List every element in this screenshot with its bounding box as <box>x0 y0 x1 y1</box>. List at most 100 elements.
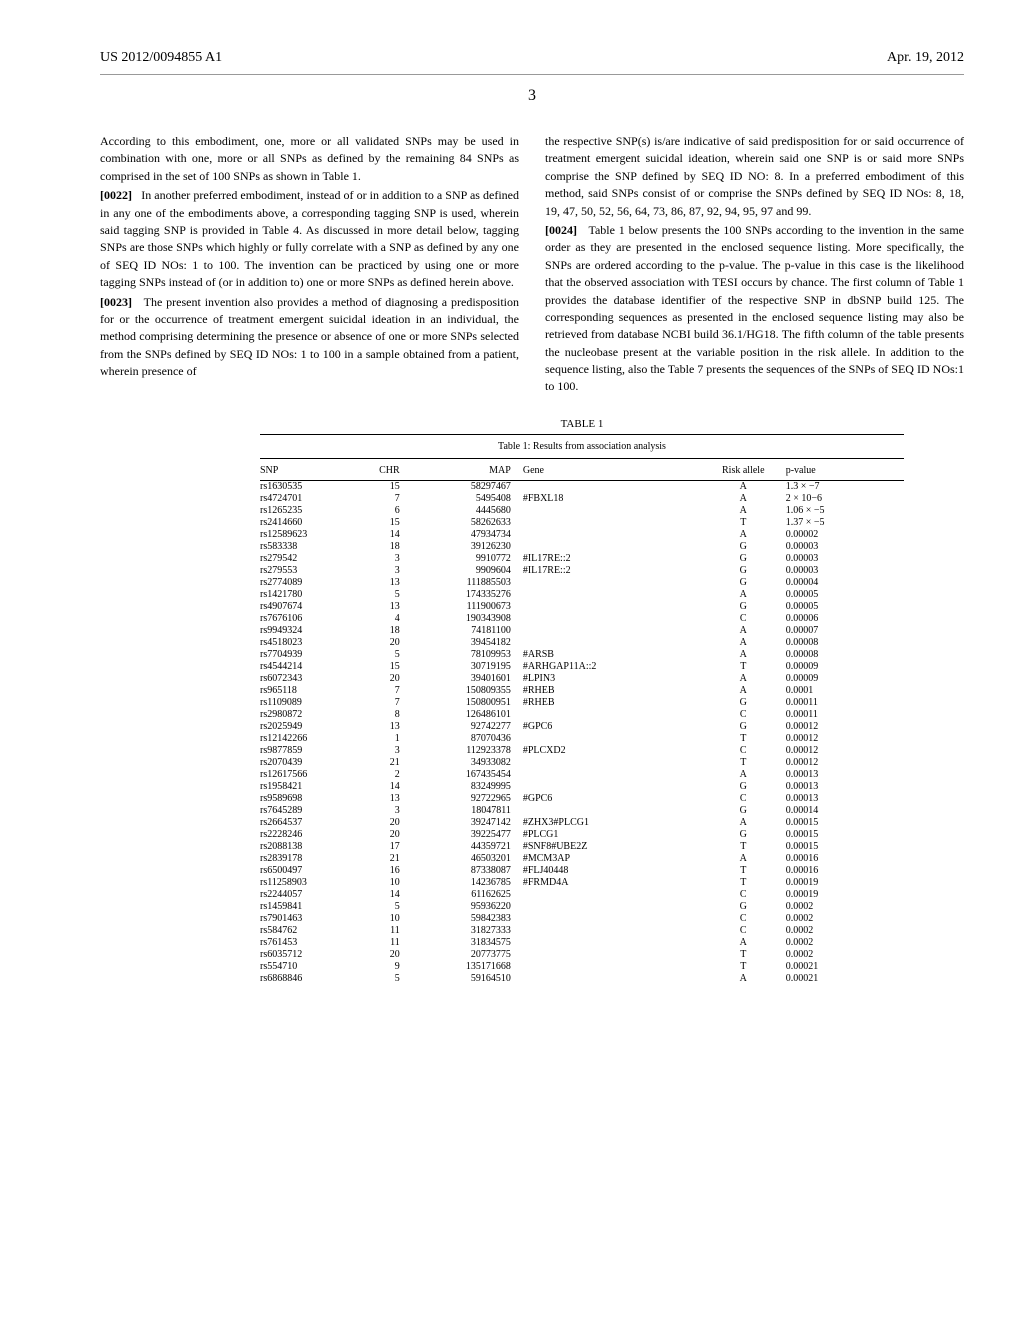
table-row: rs20259491392742277#GPC6G0.00012 <box>260 721 904 733</box>
table-cell: G <box>707 541 786 553</box>
table-cell: 111885503 <box>418 577 523 589</box>
table-cell: 59842383 <box>418 913 523 925</box>
table-cell: 0.00015 <box>786 829 904 841</box>
table-cell: 0.00008 <box>786 649 904 661</box>
table-cell: 0.00009 <box>786 661 904 673</box>
table-cell: 0.00003 <box>786 541 904 553</box>
table-cell: 31827333 <box>418 925 523 937</box>
table-cell: rs4518023 <box>260 637 365 649</box>
table-cell: 0.00012 <box>786 745 904 757</box>
table-cell: 74181100 <box>418 625 523 637</box>
table-cell: 0.00021 <box>786 973 904 985</box>
table-row: rs45180232039454182A0.00008 <box>260 637 904 649</box>
table-cell: 10 <box>365 877 418 889</box>
table-cell: 0.00014 <box>786 805 904 817</box>
table-cell: 0.00012 <box>786 757 904 769</box>
table-cell: 1 <box>365 733 418 745</box>
table-cell: 15 <box>365 517 418 529</box>
table-cell: rs2980872 <box>260 709 365 721</box>
table-row: rs27954239910772#IL17RE::2G0.00003 <box>260 553 904 565</box>
publication-date: Apr. 19, 2012 <box>887 50 964 66</box>
table-cell: rs11258903 <box>260 877 365 889</box>
table-cell: 1.3 × −7 <box>786 480 904 493</box>
table-cell: rs1265235 <box>260 505 365 517</box>
table-cell: 0.0002 <box>786 937 904 949</box>
table-cell: 15 <box>365 480 418 493</box>
table-cell: 61162625 <box>418 889 523 901</box>
table-cell: 0.00015 <box>786 817 904 829</box>
para-0023-cont: the respective SNP(s) is/are indicative … <box>545 133 964 220</box>
table-row: rs20881381744359721#SNF8#UBE2ZT0.00015 <box>260 841 904 853</box>
table-cell: 87338087 <box>418 865 523 877</box>
table-cell: 1.06 × −5 <box>786 505 904 517</box>
table-cell: 2 <box>365 769 418 781</box>
table-cell: A <box>707 493 786 505</box>
table-cell: 2 × 10−6 <box>786 493 904 505</box>
right-column: the respective SNP(s) is/are indicative … <box>545 133 964 398</box>
table-row: rs60357122020773775T0.0002 <box>260 949 904 961</box>
table-row: rs27955339909604#IL17RE::2G0.00003 <box>260 565 904 577</box>
table-cell <box>523 805 707 817</box>
table-cell: 0.00013 <box>786 781 904 793</box>
table-cell: rs583338 <box>260 541 365 553</box>
table-cell: 87070436 <box>418 733 523 745</box>
table-cell: G <box>707 601 786 613</box>
table-cell: 95936220 <box>418 901 523 913</box>
table-cell <box>523 529 707 541</box>
table-cell: 58262633 <box>418 517 523 529</box>
table-cell: 20 <box>365 817 418 829</box>
table-row: rs45442141530719195#ARHGAP11A::2T0.00009 <box>260 661 904 673</box>
table-cell: A <box>707 505 786 517</box>
table-cell: 17 <box>365 841 418 853</box>
table-cell: 20 <box>365 829 418 841</box>
table-cell: 16 <box>365 865 418 877</box>
table-cell: 92742277 <box>418 721 523 733</box>
table-cell: 4445680 <box>418 505 523 517</box>
table-cell: 46503201 <box>418 853 523 865</box>
table-cell: G <box>707 565 786 577</box>
table-cell: 9 <box>365 961 418 973</box>
table-cell: A <box>707 853 786 865</box>
table-row: rs29808728126486101C0.00011 <box>260 709 904 721</box>
table-cell: 30719195 <box>418 661 523 673</box>
table-cell: G <box>707 697 786 709</box>
table-cell: rs2025949 <box>260 721 365 733</box>
table-label: TABLE 1 <box>260 418 904 430</box>
table-cell: rs2088138 <box>260 841 365 853</box>
th-pval: p-value <box>786 461 904 481</box>
table-cell: G <box>707 553 786 565</box>
table-row: rs490767413111900673G0.00005 <box>260 601 904 613</box>
table-cell: #MCM3AP <box>523 853 707 865</box>
table-row: rs79014631059842383C0.0002 <box>260 913 904 925</box>
table-cell: A <box>707 637 786 649</box>
table-row: rs472470175495408#FBXL18A2 × 10−6 <box>260 493 904 505</box>
table-cell: G <box>707 781 786 793</box>
table-cell: 13 <box>365 721 418 733</box>
table-cell: 58297467 <box>418 480 523 493</box>
table-cell: 0.0002 <box>786 901 904 913</box>
snp-table: SNP CHR MAP Gene Risk allele p-value rs1… <box>260 461 904 985</box>
text-columns: According to this embodiment, one, more … <box>100 133 964 398</box>
table-row: rs6868846559164510A0.00021 <box>260 973 904 985</box>
table-cell: A <box>707 937 786 949</box>
table-cell: 83249995 <box>418 781 523 793</box>
table-cell: 0.00008 <box>786 637 904 649</box>
table-1-container: TABLE 1 Table 1: Results from associatio… <box>100 418 964 985</box>
table-cell: 190343908 <box>418 613 523 625</box>
table-cell: 14 <box>365 889 418 901</box>
table-caption: Table 1: Results from association analys… <box>260 437 904 456</box>
table-cell: 0.00007 <box>786 625 904 637</box>
th-snp: SNP <box>260 461 365 481</box>
table-row: rs5547109135171668T0.00021 <box>260 961 904 973</box>
table-cell: T <box>707 841 786 853</box>
table-cell: C <box>707 613 786 625</box>
table-cell <box>523 889 707 901</box>
table-row: rs5847621131827333C0.0002 <box>260 925 904 937</box>
th-map: MAP <box>418 461 523 481</box>
table-cell: rs2244057 <box>260 889 365 901</box>
table-cell: T <box>707 733 786 745</box>
table-cell: #IL17RE::2 <box>523 565 707 577</box>
table-cell: #RHEB <box>523 685 707 697</box>
page-header: US 2012/0094855 A1 Apr. 19, 2012 <box>100 50 964 75</box>
table-cell: rs2228246 <box>260 829 365 841</box>
